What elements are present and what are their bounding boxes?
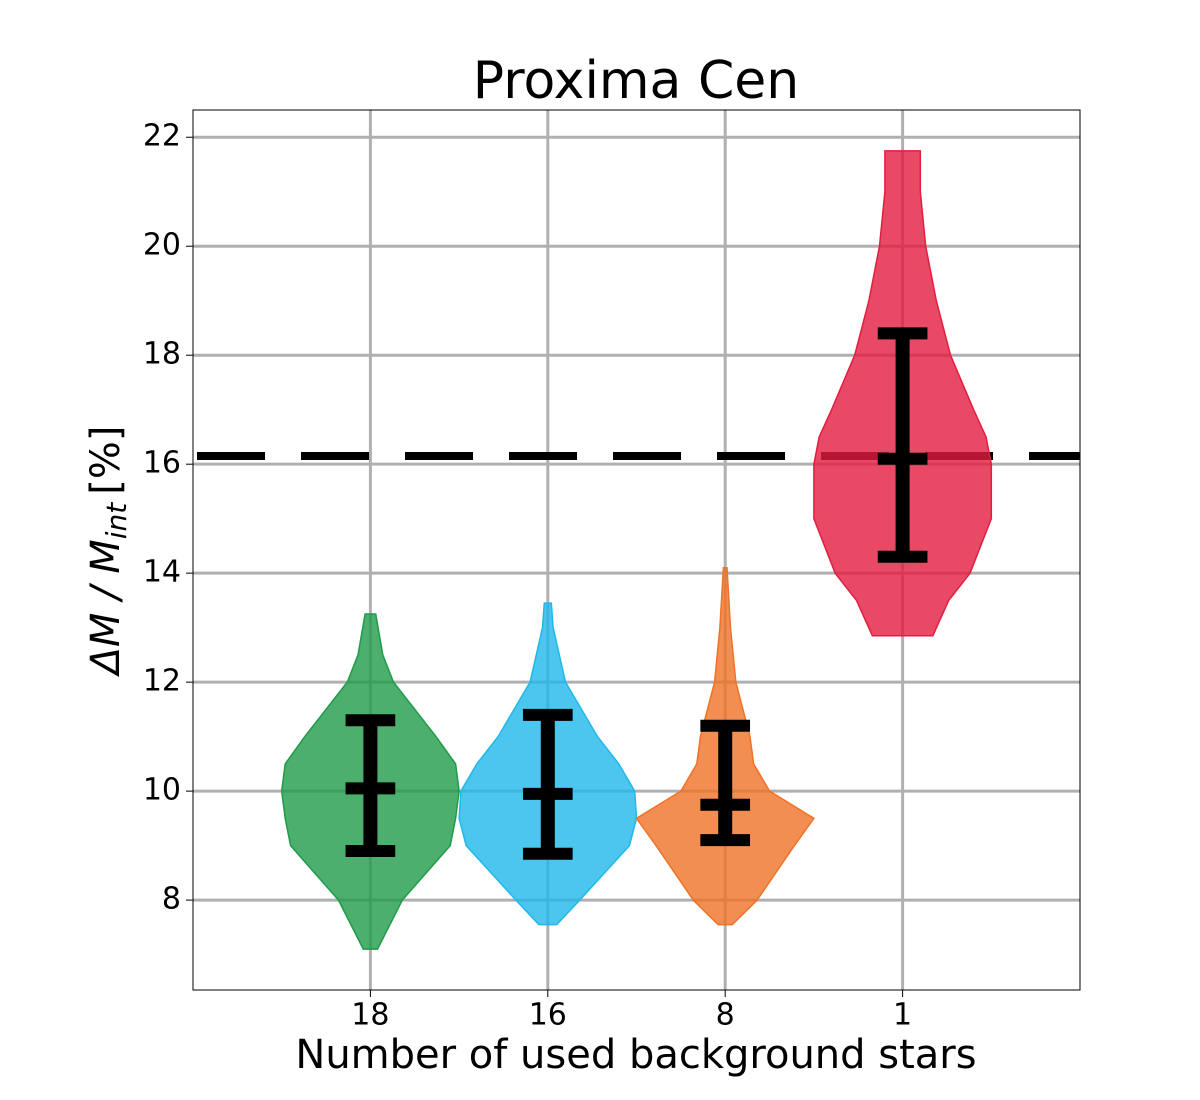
- y-label-unit: [%]: [83, 425, 129, 494]
- y-tick-label: 18: [143, 337, 181, 372]
- y-label-main: ΔM / M: [83, 539, 129, 677]
- x-tick-label: 18: [351, 998, 389, 1033]
- y-label-sub: int: [100, 502, 133, 540]
- y-axis-label: ΔM / Mint [%]: [83, 425, 133, 677]
- x-tick-label: 1: [893, 998, 912, 1033]
- chart-title: Proxima Cen: [473, 51, 799, 111]
- y-tick-label: 12: [143, 664, 181, 699]
- y-tick-label: 20: [143, 228, 181, 263]
- x-axis-label: Number of used background stars: [295, 1032, 976, 1078]
- y-tick-label: 16: [143, 446, 181, 481]
- plot-frame: [192, 109, 1081, 991]
- y-tick-label: 22: [143, 119, 181, 154]
- y-tick-label: 8: [162, 882, 181, 917]
- x-tick-label: 16: [529, 998, 567, 1033]
- y-tick-label: 10: [143, 773, 181, 808]
- y-tick-label: 14: [143, 555, 181, 590]
- x-tick-label: 8: [716, 998, 735, 1033]
